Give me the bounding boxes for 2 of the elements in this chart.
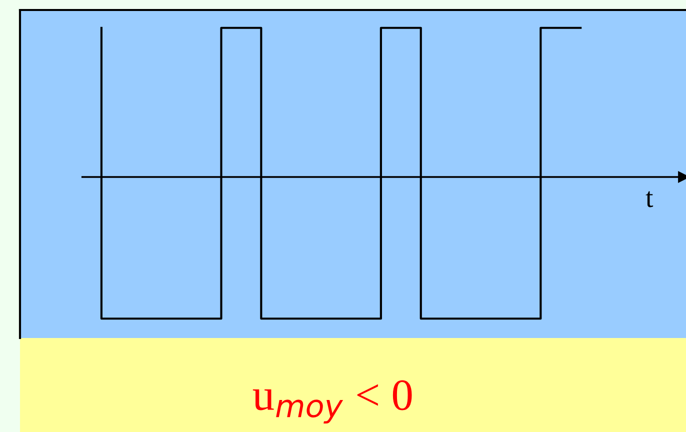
x-axis-title: t bbox=[646, 191, 654, 208]
text: u$_{moy}$ < 0 bbox=[252, 380, 412, 424]
